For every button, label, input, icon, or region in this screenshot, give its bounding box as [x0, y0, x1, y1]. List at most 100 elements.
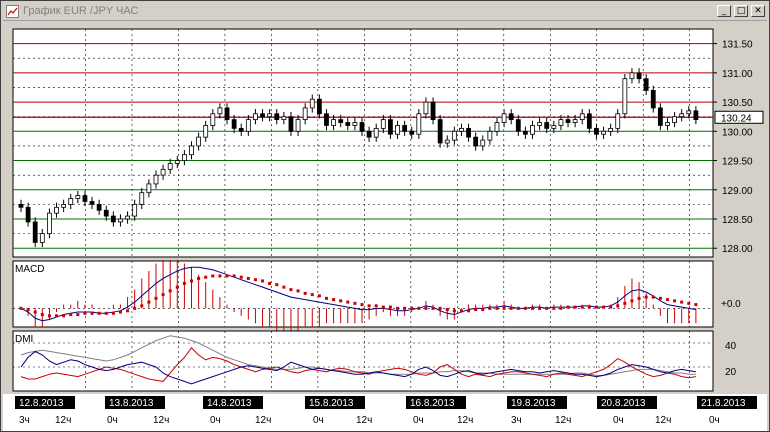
candle-body-59	[437, 119, 443, 144]
signal-point-20	[161, 293, 165, 297]
candle-body-61	[451, 130, 457, 141]
signal-point-54	[403, 306, 407, 310]
signal-point-19	[154, 296, 158, 300]
candle-body-20	[160, 168, 166, 176]
signal-point-73	[538, 306, 542, 310]
hour-label-9: 12ч	[457, 415, 473, 426]
candle-body-6	[61, 203, 67, 208]
candle-body-31	[238, 127, 244, 132]
candle-body-64	[473, 136, 479, 147]
signal-point-34	[261, 279, 265, 283]
candle-body-7	[68, 198, 74, 205]
price-tick-label-3: 130.00	[722, 127, 753, 138]
price-candles	[18, 68, 699, 248]
candle-body-8	[75, 195, 81, 199]
candle-body-46	[345, 122, 351, 126]
hour-label-14: 0ч	[709, 415, 720, 426]
signal-point-7	[69, 313, 73, 317]
candle-body-56	[416, 113, 422, 135]
signal-point-43	[324, 296, 328, 300]
signal-point-26	[204, 275, 208, 279]
candle-body-72	[530, 125, 535, 135]
title-bar[interactable]: График EUR /JPY ЧАС _ □ ✕	[3, 3, 767, 21]
hour-label-2: 0ч	[107, 415, 118, 426]
date-box-3	[305, 396, 365, 409]
signal-point-94	[687, 301, 691, 305]
maximize-button[interactable]: □	[734, 5, 748, 17]
candle-body-93	[679, 113, 685, 118]
hour-label-0: 3ч	[19, 415, 30, 426]
dmi-grid	[13, 331, 713, 391]
candle-body-57	[423, 101, 429, 115]
price-panel[interactable]: 131.50 131.00 130.50 130.00 129.50 129.00 128.…	[12, 28, 764, 258]
signal-point-32	[246, 276, 250, 280]
minimize-button[interactable]: _	[717, 5, 731, 17]
candle-body-91	[665, 122, 670, 126]
dmi-panel[interactable]: DMI 40 20	[12, 330, 737, 392]
candle-body-71	[522, 130, 528, 135]
date-box-5	[507, 396, 567, 409]
candle-body-79	[579, 113, 585, 121]
price-tick-label-5: 129.00	[722, 186, 753, 197]
signal-point-46	[346, 300, 350, 304]
candle-body-49	[366, 130, 372, 138]
candle-body-65	[480, 139, 486, 147]
price-tick-label-4: 129.50	[722, 157, 753, 168]
candle-body-28	[217, 107, 223, 115]
macd-panel[interactable]: MACD +0.0	[12, 259, 741, 331]
candle-body-87	[636, 72, 642, 80]
hour-label-1: 12ч	[55, 415, 71, 426]
signal-point-93	[680, 300, 684, 304]
signal-point-63	[467, 309, 471, 313]
signal-point-92	[673, 299, 677, 303]
date-box-2	[203, 396, 263, 409]
signal-point-80	[587, 305, 591, 309]
chart-area[interactable]: 131.50 131.00 130.50 130.00 129.50 129.00 128.…	[3, 23, 767, 431]
candle-body-78	[572, 119, 578, 123]
candle-body-67	[494, 122, 500, 132]
signal-point-3	[40, 313, 44, 317]
signal-point-12	[104, 311, 108, 315]
signal-point-49	[367, 304, 371, 308]
hour-label-3: 12ч	[153, 415, 169, 426]
price-axis: 131.50 131.00 130.50 130.00 129.50 129.00 128.…	[713, 40, 764, 255]
date-box-1	[105, 396, 165, 409]
dmi-lines	[20, 335, 696, 385]
candle-body-66	[487, 130, 493, 141]
signal-point-81	[594, 305, 598, 309]
signal-point-33	[253, 278, 257, 282]
candle-body-9	[82, 195, 88, 202]
candle-body-37	[281, 116, 287, 121]
macd-zero-label: +0.0	[721, 299, 741, 310]
candle-body-85	[622, 78, 628, 115]
signal-point-91	[665, 298, 669, 302]
hour-label-6: 0ч	[313, 415, 324, 426]
signal-point-44	[332, 298, 336, 302]
dmi-plus-line	[20, 350, 696, 385]
signal-point-77	[566, 305, 570, 309]
dmi-plot-frame	[12, 330, 714, 392]
signal-point-87	[637, 296, 641, 300]
signal-point-1	[26, 308, 30, 312]
candle-body-2	[32, 221, 38, 243]
candle-body-26	[203, 125, 209, 138]
candle-body-12	[103, 209, 109, 217]
candle-body-63	[466, 127, 471, 138]
macd-grid	[13, 261, 713, 327]
signal-point-6	[62, 314, 66, 318]
candle-body-5	[54, 206, 59, 214]
date-box-0	[15, 396, 75, 409]
price-tick-label-2: 130.50	[722, 98, 753, 109]
candle-body-86	[629, 72, 635, 80]
dmi-label: DMI	[15, 334, 33, 345]
close-button[interactable]: ✕	[751, 5, 765, 17]
signal-point-42	[317, 294, 321, 298]
signal-point-38	[289, 288, 293, 292]
candle-body-51	[380, 119, 386, 129]
signal-point-4	[47, 314, 51, 318]
candle-body-88	[643, 78, 649, 91]
candle-body-47	[352, 122, 358, 126]
candle-body-54	[402, 125, 408, 132]
candle-body-19	[153, 174, 159, 185]
price-grid	[13, 29, 713, 257]
